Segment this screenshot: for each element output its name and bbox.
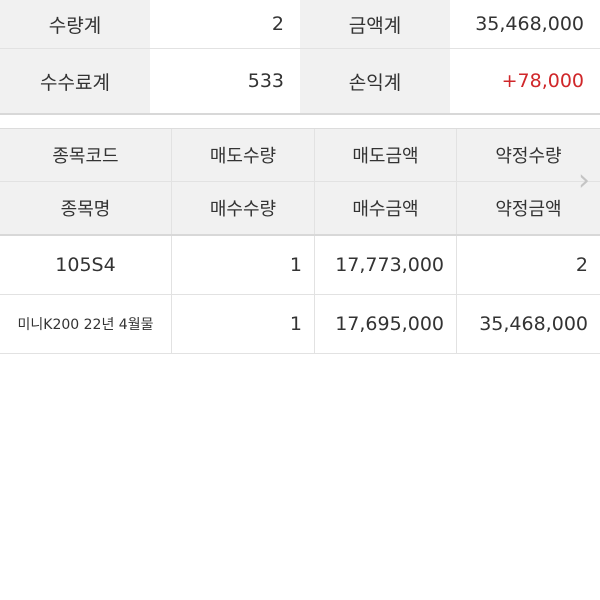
fee-total-value: 533: [150, 49, 300, 113]
header-sell-amount: 매도금액: [315, 129, 457, 181]
header-code: 종목코드: [0, 129, 172, 181]
fee-total-label: 수수료계: [0, 49, 150, 113]
table-header-row: 종목명 매수수량 매수금액 약정금액: [0, 182, 600, 236]
cell-sell-qty: 1: [172, 236, 315, 294]
cell-code: 105S4: [0, 236, 172, 294]
header-contract-amount: 약정금액: [495, 199, 562, 220]
summary-row: 수수료계 533 손익계 +78,000: [0, 49, 600, 113]
header-contract-qty: 약정수량: [495, 146, 562, 167]
quantity-total-value: 2: [150, 0, 300, 48]
cell-name: 미니K200 22년 4월물: [0, 295, 172, 353]
amount-total-value: 35,468,000: [450, 0, 600, 48]
profit-total-label: 손익계: [300, 49, 450, 113]
cell-buy-amount: 17,695,000: [315, 295, 457, 353]
cell-contract-qty: 2: [575, 254, 588, 276]
header-sell-qty: 매도수량: [172, 129, 315, 181]
cell-sell-amount: 17,773,000: [315, 236, 457, 294]
summary-row: 수량계 2 금액계 35,468,000: [0, 0, 600, 49]
quantity-total-label: 수량계: [0, 0, 150, 48]
trade-table: 종목코드 매도수량 매도금액 약정수량 종목명 매수수량 매수금액 약정금액 1…: [0, 128, 600, 354]
cell-buy-qty: 1: [172, 295, 315, 353]
chevron-right-icon[interactable]: ›: [578, 163, 590, 198]
table-row[interactable]: 미니K200 22년 4월물 1 17,695,000 35,468,000: [0, 295, 600, 354]
profit-total-value: +78,000: [450, 49, 600, 113]
header-buy-qty: 매수수량: [172, 182, 315, 234]
table-row[interactable]: 105S4 1 17,773,000 2: [0, 236, 600, 295]
table-header-row: 종목코드 매도수량 매도금액 약정수량: [0, 129, 600, 182]
header-buy-amount: 매수금액: [315, 182, 457, 234]
amount-total-label: 금액계: [300, 0, 450, 48]
summary-panel: 수량계 2 금액계 35,468,000 수수료계 533 손익계 +78,00…: [0, 0, 600, 115]
header-name: 종목명: [0, 182, 172, 234]
cell-contract-amount: 35,468,000: [479, 313, 588, 335]
